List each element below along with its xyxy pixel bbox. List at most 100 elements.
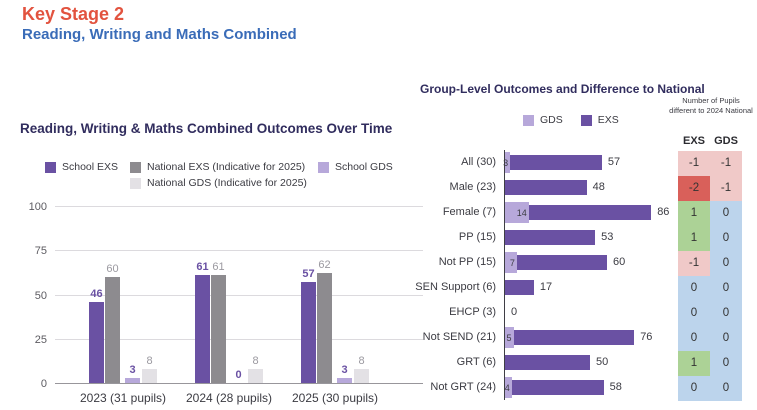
bar-slot: 57 (301, 207, 316, 383)
diff-cell-exs: -1 (678, 151, 710, 176)
grid-line (55, 338, 423, 340)
y-axis-label: 75 (34, 245, 47, 258)
legend-item-national-gds: National GDS (Indicative for 2025) (130, 177, 307, 189)
legend-label: National GDS (Indicative for 2025) (147, 177, 307, 189)
legend-label: School GDS (335, 161, 393, 173)
grid-line (55, 206, 423, 207)
bar-value-label: 46 (90, 287, 103, 300)
exs-value-label: 76 (640, 331, 653, 343)
national-gds-bar (142, 368, 157, 383)
bar-value-label: 8 (358, 354, 365, 367)
row-bars: 7 60 (504, 250, 678, 275)
legend-item-exs: EXS (580, 114, 619, 126)
row-label: Female (7) (442, 206, 496, 218)
bar-slot: 61 (195, 207, 210, 383)
bar-value-label: 8 (252, 354, 259, 367)
row-bars: 14 86 (504, 200, 678, 225)
exs-bar (505, 155, 602, 170)
row-bars: 48 (504, 175, 678, 200)
bar-slot: 61 (211, 207, 226, 383)
row-label: All (30) (461, 156, 496, 168)
diff-cell-gds: -1 (710, 151, 742, 176)
exs-bar (505, 380, 604, 395)
row-bars: 53 (504, 225, 678, 250)
exs-bar (505, 355, 590, 370)
y-axis-label: 0 (40, 378, 47, 390)
legend-label: School EXS (62, 161, 119, 173)
time-chart-title: Reading, Writing & Maths Combined Outcom… (20, 121, 393, 136)
diff-cell-exs: 0 (678, 276, 710, 301)
bar-value-label: 61 (196, 261, 209, 274)
exs-bar (505, 230, 596, 245)
grid-line (55, 383, 423, 384)
bar-slot: 3 (337, 207, 352, 383)
exs-bar (505, 280, 534, 295)
row-bars: 3 57 (503, 150, 678, 175)
diff-column-header: GDS (714, 135, 738, 147)
group-row: SEN Support (6) 17 (408, 275, 678, 300)
bar-group: 57 62 3 8 (301, 207, 369, 383)
exs-value-label: 17 (539, 281, 553, 293)
exs-value-label: 53 (601, 231, 614, 243)
national-exs-bar (317, 273, 332, 383)
legend-item-gds: GDS (523, 114, 563, 126)
group-chart-title: Group-Level Outcomes and Difference to N… (420, 82, 705, 96)
bar-slot: 46 (89, 207, 104, 383)
diff-column-header: EXS (682, 135, 705, 147)
diff-cell-exs: 0 (678, 376, 710, 401)
diff-table-grid: -1 -1 -2 -1 1 0 1 0 -1 0 0 0 0 0 0 0 1 0 0 0 (678, 151, 742, 401)
national-gds-bar (354, 368, 369, 383)
row-bars: 17 (504, 275, 678, 300)
national-exs-bar (211, 275, 226, 383)
time-chart-legend: School EXS National EXS (Indicative for 2… (0, 161, 430, 197)
school-exs-bar (195, 275, 210, 383)
gds-value-label: 7 (509, 257, 515, 268)
diff-cell-gds: -1 (710, 176, 742, 201)
row-bars: 0 (504, 300, 678, 325)
group-row: All (30) 3 57 (408, 150, 678, 175)
diff-cell-gds: 0 (710, 351, 742, 376)
legend-label: EXS (597, 114, 619, 126)
bar-slot: 8 (354, 207, 369, 383)
bar-value-label: 8 (146, 354, 153, 367)
legend-label: National EXS (Indicative for 2025) (147, 161, 306, 173)
bar-slot: 0 (231, 207, 246, 383)
diff-cell-exs: -1 (678, 251, 710, 276)
row-label: Not SEND (21) (422, 331, 496, 343)
bar-value-label: 62 (318, 259, 331, 272)
grid-line (55, 294, 423, 296)
gds-bar: 3 (503, 152, 511, 173)
bar-group: 61 61 0 8 (195, 207, 263, 383)
exs-bar (505, 205, 652, 220)
diff-cell-exs: 0 (678, 301, 710, 326)
legend-item-national-exs: National EXS (Indicative for 2025) (130, 161, 305, 173)
diff-cell-gds: 0 (710, 251, 742, 276)
bar-value-label: 3 (341, 363, 348, 376)
group-row: EHCP (3) 0 (408, 300, 678, 325)
group-row: Not SEND (21) 5 76 (408, 325, 678, 350)
bar-slot: 3 (125, 207, 140, 383)
diff-cell-gds: 0 (710, 201, 742, 226)
x-axis-label: 2024 (28 pupils) (185, 391, 273, 405)
group-chart-rows: All (30) 3 57 Male (23) 48 Female (7) 14 86 PP (… (408, 150, 678, 400)
bar-value-label: 60 (106, 262, 119, 275)
row-bars: 4 58 (504, 375, 678, 400)
national-exs-bar (105, 276, 120, 383)
exs-value-label: 0 (511, 306, 518, 318)
x-axis-label: 2025 (30 pupils) (291, 391, 379, 405)
exs-value-label: 50 (596, 356, 609, 368)
bar-value-label: 57 (302, 268, 315, 281)
page-subtitle: Reading, Writing and Maths Combined (22, 26, 297, 43)
diff-table-header: EXS GDS (678, 135, 742, 147)
diff-cell-exs: -2 (678, 176, 710, 201)
group-row: Female (7) 14 86 (408, 200, 678, 225)
y-axis-label: 100 (28, 201, 47, 213)
bar-value-label: 0 (235, 369, 242, 381)
gds-bar: 7 (505, 252, 517, 273)
y-axis-label: 25 (34, 333, 47, 346)
group-row: Not PP (15) 7 60 (408, 250, 678, 275)
gds-value-label: 5 (506, 332, 512, 343)
